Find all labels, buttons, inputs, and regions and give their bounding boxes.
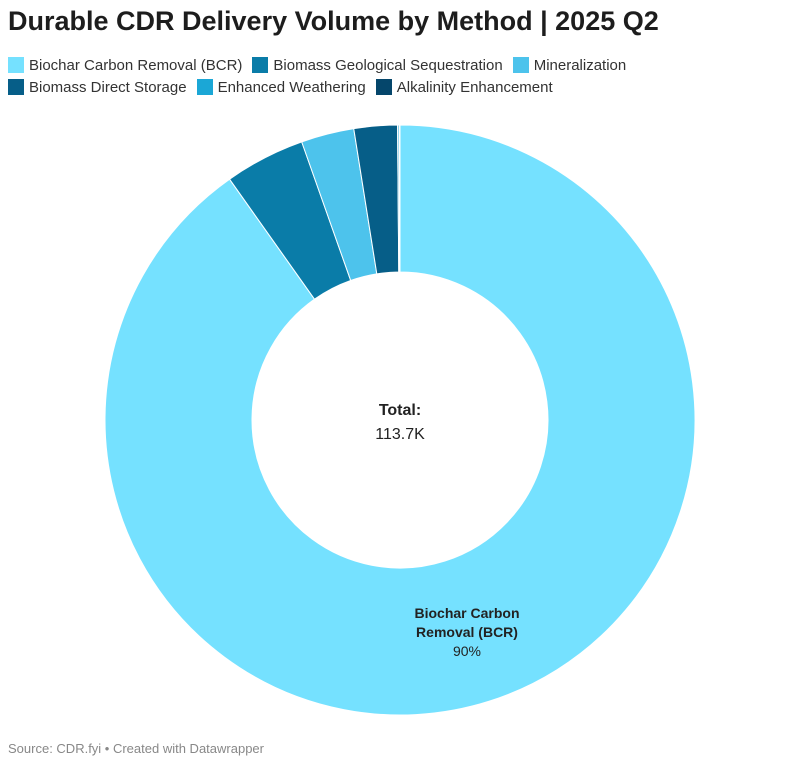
legend-item: Biomass Geological Sequestration [252, 55, 503, 77]
legend-swatch [375, 79, 392, 95]
slice-label: Removal (BCR) [416, 624, 518, 640]
legend-swatch [512, 57, 529, 73]
legend-item: Mineralization [512, 55, 627, 77]
slice-label: Biochar Carbon [414, 605, 519, 621]
legend-item: Alkalinity Enhancement [375, 77, 553, 99]
legend-item: Biochar Carbon Removal (BCR) [8, 55, 242, 77]
legend-label: Alkalinity Enhancement [396, 79, 553, 96]
legend-item: Biomass Direct Storage [8, 77, 187, 99]
legend: Biochar Carbon Removal (BCR) Biomass Geol… [8, 55, 793, 99]
center-value: 113.7K [375, 426, 425, 443]
legend-label: Enhanced Weathering [217, 79, 366, 96]
legend-label: Biomass Geological Sequestration [273, 57, 503, 74]
legend-swatch [196, 79, 213, 95]
legend-swatch [8, 57, 24, 73]
legend-item: Enhanced Weathering [196, 77, 366, 99]
legend-label: Biomass Direct Storage [29, 79, 187, 96]
legend-label: Mineralization [533, 57, 627, 74]
source-note: Source: CDR.fyi • Created with Datawrapp… [8, 741, 264, 756]
chart-title: Durable CDR Delivery Volume by Method | … [8, 6, 659, 36]
slice-biochar-carbon-removal-bcr [104, 124, 696, 716]
slice-percent: 90% [453, 643, 481, 659]
legend-swatch [252, 57, 269, 73]
legend-swatch [8, 79, 24, 95]
center-label: Total: [379, 402, 421, 419]
slice-alkalinity-enhancement [398, 124, 401, 273]
legend-label: Biochar Carbon Removal (BCR) [29, 57, 243, 74]
